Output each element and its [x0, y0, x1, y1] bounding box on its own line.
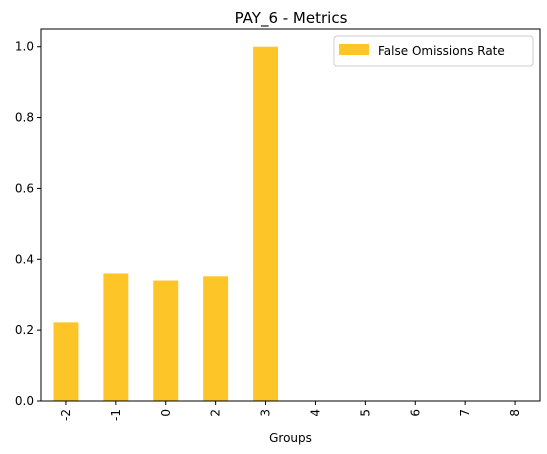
- bar--1: [103, 273, 129, 401]
- x-tick-label: 3: [259, 409, 273, 417]
- legend: False Omissions Rate: [333, 35, 534, 67]
- x-axis-label: Groups: [269, 431, 312, 445]
- x-tick-label: 4: [308, 409, 322, 417]
- legend-swatch: [339, 44, 369, 55]
- x-tick-label: 2: [209, 409, 223, 417]
- y-tick-label: 1.0: [15, 40, 34, 54]
- legend-frame: [333, 35, 534, 67]
- y-tick-label: 0.4: [15, 252, 34, 266]
- plot-area: [53, 46, 279, 401]
- bar-0: [153, 280, 179, 401]
- y-axis: 0.0 0.2 0.4 0.6 0.8 1.0: [15, 40, 41, 408]
- bar--2: [53, 322, 79, 401]
- y-tick-label: 0.8: [15, 111, 34, 125]
- x-tick-label: 0: [159, 409, 173, 417]
- x-axis: -2 -1 0 2 3 4 5 6 7 8: [59, 401, 522, 421]
- legend-label: False Omissions Rate: [378, 44, 505, 58]
- x-tick-label: 6: [408, 409, 422, 417]
- y-tick-label: 0.6: [15, 181, 34, 195]
- chart-title: PAY_6 - Metrics: [235, 9, 348, 28]
- plot-frame: [40, 28, 541, 402]
- x-tick-label: -1: [109, 409, 123, 421]
- y-tick-label: 0.0: [15, 394, 34, 408]
- y-tick-label: 0.2: [15, 323, 34, 337]
- x-tick-label: -2: [59, 409, 73, 421]
- x-tick-label: 7: [458, 409, 472, 417]
- x-tick-label: 8: [508, 409, 522, 417]
- x-tick-label: 5: [358, 409, 372, 417]
- bar-3: [253, 46, 279, 401]
- bar-2: [203, 276, 229, 401]
